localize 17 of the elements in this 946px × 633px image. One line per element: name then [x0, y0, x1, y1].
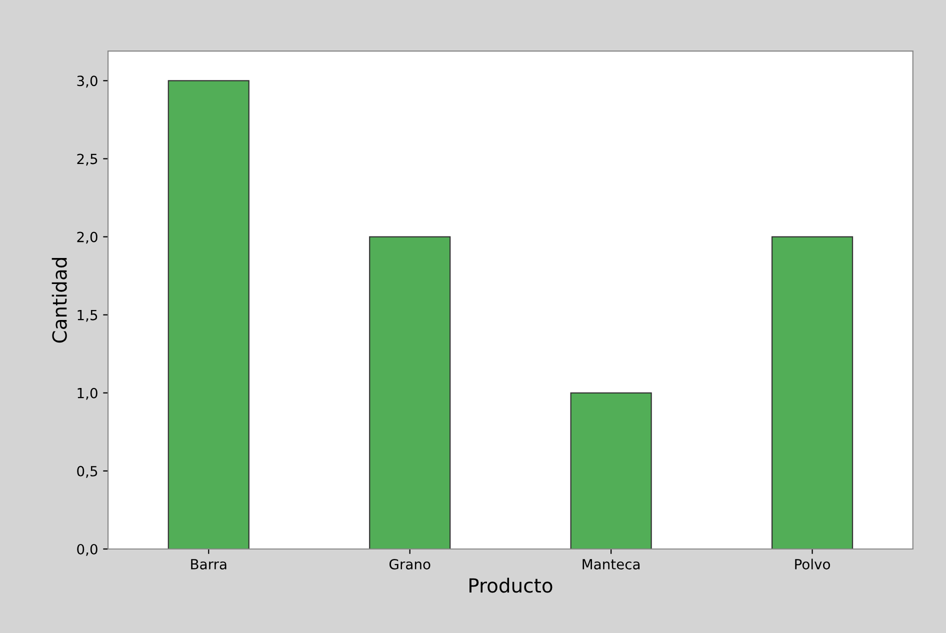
bar	[168, 80, 250, 549]
x-tick-label: Manteca	[582, 559, 640, 570]
y-tick-label: 0,5	[77, 466, 98, 478]
bar	[771, 236, 854, 549]
y-tick-label: 1,5	[78, 310, 98, 322]
x-axis-title: Producto	[470, 578, 552, 593]
bar	[369, 236, 451, 549]
x-tick-label: Barra	[191, 559, 226, 570]
y-tick-label: 1,0	[78, 388, 98, 400]
y-tick-label: 0,0	[77, 544, 98, 556]
y-tick-label: 2,0	[77, 232, 98, 244]
y-tick-label: 3,0	[77, 76, 98, 88]
bar	[570, 392, 652, 549]
x-tick-label: Polvo	[795, 558, 830, 570]
y-axis-title: Cantidad	[52, 258, 67, 343]
x-tick-label: Grano	[389, 558, 430, 570]
y-tick-label: 2,5	[77, 154, 98, 166]
